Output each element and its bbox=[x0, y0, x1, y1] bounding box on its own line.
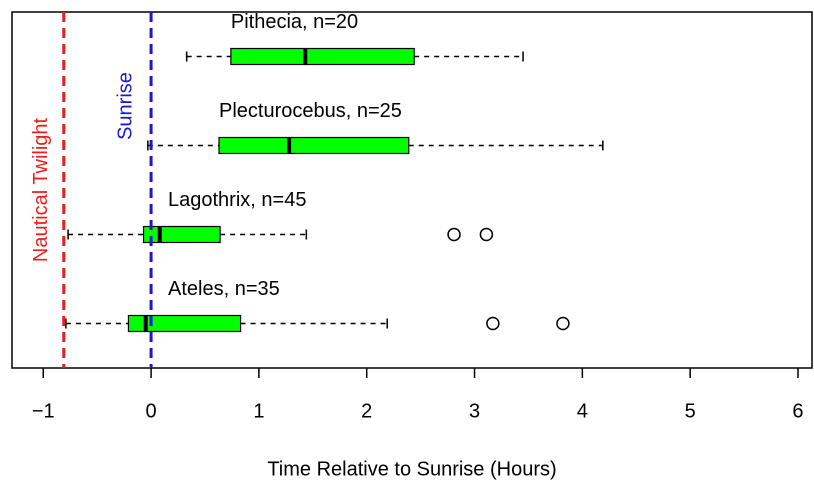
box-label: Pithecia, n=20 bbox=[231, 11, 358, 33]
box-label: Lagothrix, n=45 bbox=[168, 189, 306, 211]
x-tick-label: 2 bbox=[361, 400, 372, 422]
reference-label: Sunrise bbox=[114, 72, 136, 140]
reference-label: Nautical Twilight bbox=[30, 117, 52, 262]
outlier bbox=[479, 227, 494, 242]
x-tick-label: 4 bbox=[577, 400, 588, 422]
box bbox=[142, 225, 221, 244]
outlier bbox=[447, 227, 461, 242]
box-label: Plecturocebus, n=25 bbox=[219, 100, 402, 122]
box bbox=[218, 136, 410, 155]
x-tick-label: −1 bbox=[32, 400, 55, 422]
box bbox=[230, 47, 415, 66]
x-tick-label: 3 bbox=[469, 400, 480, 422]
x-tick-label: 0 bbox=[146, 400, 157, 422]
box-label: Ateles, n=35 bbox=[168, 278, 280, 300]
x-tick-label: 5 bbox=[685, 400, 696, 422]
outlier bbox=[556, 316, 570, 331]
box bbox=[127, 314, 242, 333]
plot-frame bbox=[11, 11, 813, 369]
x-axis-label: Time Relative to Sunrise (Hours) bbox=[267, 458, 556, 480]
outlier bbox=[486, 316, 500, 331]
x-tick-label: 1 bbox=[253, 400, 264, 422]
x-tick-label: 6 bbox=[792, 400, 803, 422]
